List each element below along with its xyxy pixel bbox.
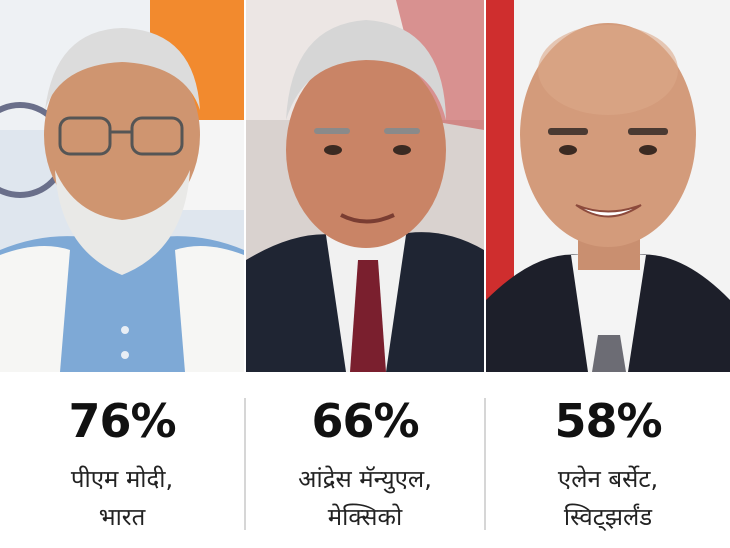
leader-country-line: स्विट्झर्लंड xyxy=(563,503,653,531)
approval-percent: 66% xyxy=(311,394,419,448)
leader-name: आंद्रेस मॅन्युएल, मेक्सिको xyxy=(246,460,484,536)
ratings-row: 76% पीएम मोदी, भारत 66% आंद्रेस मॅन्युएल… xyxy=(0,372,730,548)
approval-percent: 58% xyxy=(554,394,662,448)
leader-photo-2 xyxy=(246,0,484,372)
leader-card-2: 66% आंद्रेस मॅन्युएल, मेक्सिको xyxy=(246,372,484,548)
approval-percent: 76% xyxy=(68,394,176,448)
leader-name-line1: एलेन बर्सेट, xyxy=(557,465,659,493)
leader-photo-3 xyxy=(486,0,730,372)
leader-country-line: भारत xyxy=(98,503,146,531)
leader-card-1: 76% पीएम मोदी, भारत xyxy=(0,372,244,548)
leader-name-line1: पीएम मोदी, xyxy=(70,465,174,493)
column-divider-1 xyxy=(244,398,246,530)
column-divider-2 xyxy=(484,398,486,530)
leader-name: एलेन बर्सेट, स्विट्झर्लंड xyxy=(486,460,730,536)
leader-card-3: 58% एलेन बर्सेट, स्विट्झर्लंड xyxy=(486,372,730,548)
leader-photos-row xyxy=(0,0,730,372)
leader-name-line1: आंद्रेस मॅन्युएल, xyxy=(298,465,432,493)
leader-name: पीएम मोदी, भारत xyxy=(0,460,244,536)
leader-photo-1 xyxy=(0,0,244,372)
leader-country-line: मेक्सिको xyxy=(327,503,403,531)
